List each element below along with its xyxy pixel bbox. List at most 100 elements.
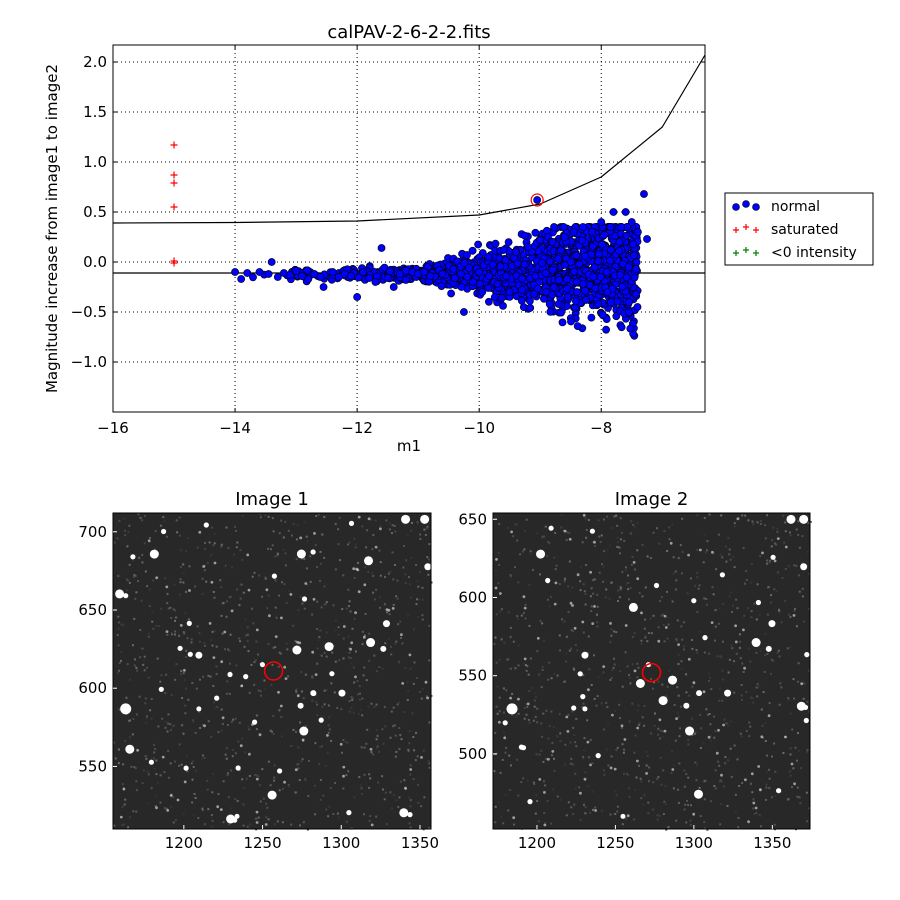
noise-pixel bbox=[556, 795, 559, 798]
noise-pixel bbox=[677, 653, 680, 656]
noise-pixel bbox=[674, 570, 677, 573]
noise-pixel bbox=[122, 823, 125, 826]
noise-pixel bbox=[278, 651, 281, 654]
normal-point bbox=[469, 278, 477, 286]
noise-pixel bbox=[558, 713, 561, 715]
noise-pixel bbox=[214, 706, 217, 709]
noise-pixel bbox=[709, 676, 711, 679]
noise-pixel bbox=[494, 731, 497, 734]
normal-point bbox=[402, 276, 410, 284]
noise-pixel bbox=[264, 514, 267, 517]
noise-pixel bbox=[545, 709, 548, 712]
noise-pixel bbox=[589, 738, 592, 741]
noise-pixel bbox=[544, 525, 547, 528]
noise-pixel bbox=[323, 585, 326, 588]
noise-pixel bbox=[172, 724, 175, 727]
noise-pixel bbox=[696, 514, 699, 517]
noise-pixel bbox=[697, 587, 700, 590]
noise-pixel bbox=[418, 690, 421, 693]
noise-pixel bbox=[302, 821, 305, 824]
star bbox=[274, 635, 278, 638]
noise-pixel bbox=[379, 574, 382, 577]
normal-point bbox=[475, 268, 484, 276]
noise-pixel bbox=[422, 749, 425, 752]
noise-pixel bbox=[691, 647, 694, 650]
noise-pixel bbox=[272, 733, 275, 735]
noise-pixel bbox=[622, 751, 625, 754]
legend-marker bbox=[742, 200, 750, 208]
noise-pixel bbox=[683, 785, 686, 788]
noise-pixel bbox=[118, 669, 120, 672]
noise-pixel bbox=[394, 564, 396, 566]
noise-pixel bbox=[379, 525, 382, 527]
noise-pixel bbox=[796, 795, 799, 798]
noise-pixel bbox=[299, 721, 302, 724]
noise-pixel bbox=[178, 743, 181, 746]
normal-point bbox=[449, 264, 458, 273]
noise-pixel bbox=[137, 513, 140, 516]
noise-pixel bbox=[676, 686, 679, 689]
noise-pixel bbox=[369, 815, 372, 818]
star bbox=[563, 529, 567, 533]
noise-pixel bbox=[566, 531, 569, 534]
star bbox=[255, 821, 259, 824]
noise-pixel bbox=[319, 562, 322, 565]
noise-pixel bbox=[247, 725, 250, 728]
noise-pixel bbox=[583, 737, 586, 740]
star bbox=[401, 682, 405, 685]
noise-pixel bbox=[131, 733, 134, 736]
noise-pixel bbox=[700, 727, 703, 730]
noise-pixel bbox=[721, 556, 724, 559]
normal-point bbox=[541, 269, 550, 278]
x-tick-label: 1250 bbox=[243, 834, 281, 852]
noise-pixel bbox=[318, 763, 321, 766]
noise-pixel bbox=[292, 728, 295, 731]
noise-pixel bbox=[265, 816, 268, 819]
star bbox=[742, 628, 745, 632]
noise-pixel bbox=[685, 691, 688, 694]
star bbox=[342, 625, 346, 628]
x-tick-label: 1350 bbox=[753, 834, 791, 852]
noise-pixel bbox=[348, 700, 351, 703]
normal-point bbox=[624, 263, 633, 271]
noise-pixel bbox=[404, 582, 407, 584]
normal-point bbox=[273, 273, 282, 281]
noise-pixel bbox=[533, 783, 536, 785]
noise-pixel bbox=[758, 813, 761, 816]
normal-point bbox=[626, 324, 635, 333]
noise-pixel bbox=[784, 568, 787, 570]
noise-pixel bbox=[784, 530, 787, 533]
noise-pixel bbox=[390, 532, 393, 535]
noise-pixel bbox=[516, 617, 519, 620]
noise-pixel bbox=[771, 539, 773, 542]
noise-pixel bbox=[616, 541, 619, 544]
noise-pixel bbox=[297, 746, 300, 749]
noise-pixel bbox=[147, 676, 150, 679]
star bbox=[800, 682, 804, 686]
star bbox=[357, 515, 361, 519]
noise-pixel bbox=[627, 582, 630, 584]
star bbox=[645, 772, 648, 775]
star bbox=[179, 624, 183, 627]
noise-pixel bbox=[652, 808, 655, 811]
noise-pixel bbox=[768, 777, 771, 780]
star bbox=[755, 599, 762, 606]
noise-pixel bbox=[768, 702, 771, 705]
noise-pixel bbox=[116, 537, 119, 540]
noise-pixel bbox=[719, 655, 722, 658]
noise-pixel bbox=[768, 561, 771, 564]
noise-pixel bbox=[542, 712, 545, 715]
noise-pixel bbox=[144, 697, 147, 700]
noise-pixel bbox=[351, 697, 354, 700]
noise-pixel bbox=[349, 610, 352, 613]
noise-pixel bbox=[334, 523, 337, 526]
noise-pixel bbox=[683, 621, 686, 624]
noise-pixel bbox=[613, 630, 616, 633]
noise-pixel bbox=[630, 563, 633, 566]
noise-pixel bbox=[388, 528, 391, 531]
noise-pixel bbox=[570, 647, 573, 650]
noise-pixel bbox=[201, 807, 204, 810]
noise-pixel bbox=[647, 801, 650, 804]
noise-pixel bbox=[389, 570, 392, 573]
star bbox=[554, 581, 558, 585]
